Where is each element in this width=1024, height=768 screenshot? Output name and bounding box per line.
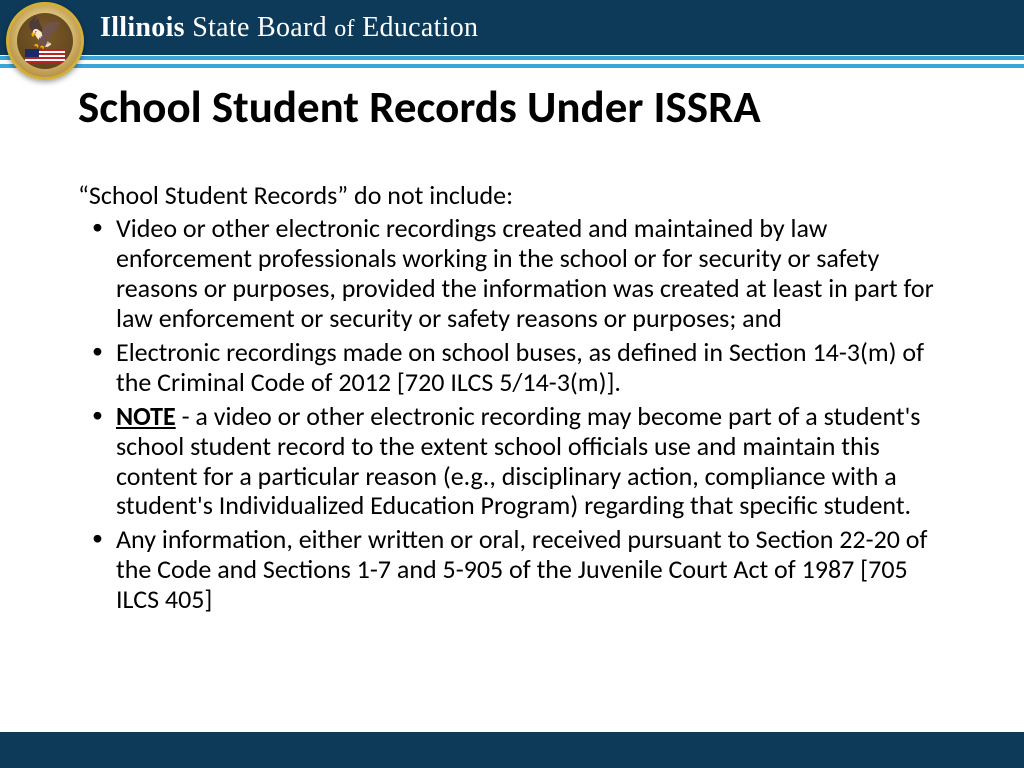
org-name-of: of xyxy=(334,16,355,42)
list-item-text: Any information, either written or oral,… xyxy=(116,523,927,615)
footer-bar xyxy=(0,732,1024,768)
page-title: School Student Records Under ISSRA xyxy=(78,83,946,133)
list-item-text: - a video or other electronic recording … xyxy=(116,400,920,522)
list-item-text: Electronic recordings made on school bus… xyxy=(116,336,924,398)
bullet-list: Video or other electronic recordings cre… xyxy=(78,214,946,615)
list-item: Any information, either written or oral,… xyxy=(116,525,946,615)
list-item: NOTE - a video or other electronic recor… xyxy=(116,402,946,522)
slide-content: School Student Records Under ISSRA “Scho… xyxy=(0,69,1024,615)
list-item: Electronic recordings made on school bus… xyxy=(116,338,946,398)
org-name-part2: Education xyxy=(355,12,479,43)
intro-text: “School Student Records” do not include: xyxy=(78,181,946,211)
list-item: Video or other electronic recordings cre… xyxy=(116,214,946,334)
org-name-bold: Illinois xyxy=(100,12,185,43)
state-seal-icon: 🦅 xyxy=(6,2,84,80)
org-title: Illinois State Board of Education xyxy=(100,12,478,44)
header-bar: 🦅 Illinois State Board of Education xyxy=(0,0,1024,55)
note-label: NOTE xyxy=(116,400,176,432)
org-name-part1: State Board xyxy=(185,12,334,43)
header-accent-stripe xyxy=(0,55,1024,69)
list-item-text: Video or other electronic recordings cre… xyxy=(116,212,934,334)
